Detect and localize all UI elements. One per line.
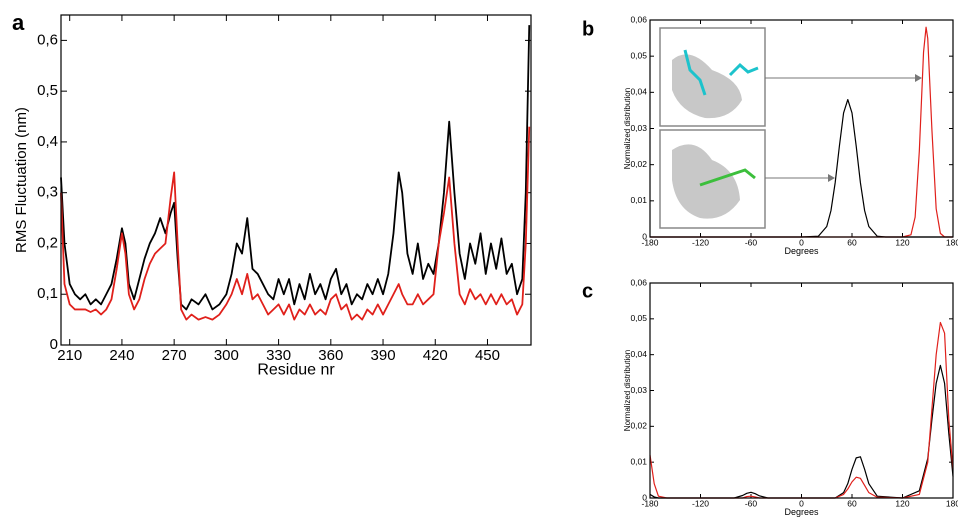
y-tick-label: 0,01 — [630, 456, 647, 466]
x-tick-label: -120 — [692, 238, 709, 248]
y-tick-label: 0 — [642, 231, 647, 241]
x-tick-label: -120 — [692, 499, 709, 509]
panel-letter: c — [582, 280, 593, 302]
x-axis-title: Residue nr — [257, 362, 335, 379]
x-tick-label: 210 — [57, 347, 82, 364]
x-tick-label: 270 — [162, 347, 187, 364]
x-tick-label: 120 — [895, 499, 909, 509]
data-line — [649, 364, 954, 499]
y-axis-title: RMS Fluctuation (nm) — [13, 107, 30, 253]
y-tick-label: 0 — [50, 336, 58, 353]
y-tick-label: 0,05 — [630, 313, 647, 323]
x-tick-label: -180 — [641, 499, 658, 509]
y-tick-label: 0,3 — [37, 184, 58, 201]
x-tick-label: 60 — [847, 238, 857, 248]
panel-letter: a — [12, 10, 25, 35]
x-tick-label: 360 — [318, 347, 343, 364]
x-tick-label: -180 — [641, 238, 658, 248]
y-tick-label: 0,04 — [630, 87, 647, 97]
y-tick-label: 0,03 — [630, 385, 647, 395]
x-tick-label: -60 — [745, 499, 758, 509]
x-tick-label: 420 — [423, 347, 448, 364]
x-tick-label: 390 — [371, 347, 396, 364]
plot-frame — [60, 14, 532, 346]
y-tick-label: 0,02 — [630, 159, 647, 169]
y-tick-label: 0,02 — [630, 421, 647, 431]
x-tick-label: 240 — [109, 347, 134, 364]
data-line — [60, 126, 531, 321]
y-tick-label: 0,06 — [630, 277, 647, 287]
x-tick-label: 0 — [799, 499, 804, 509]
x-axis-title: Degrees — [784, 507, 819, 517]
y-tick-label: 0,01 — [630, 195, 647, 205]
y-axis-title: Normalized distribution — [623, 88, 632, 169]
x-tick-label: 180 — [946, 499, 958, 509]
plot-frame — [649, 282, 954, 499]
data-line — [649, 321, 954, 499]
x-tick-label: 0 — [799, 238, 804, 248]
plot-frame — [649, 19, 954, 238]
data-line — [60, 25, 531, 311]
x-tick-label: 120 — [895, 238, 909, 248]
y-axis-title: Normalized distribution — [623, 350, 632, 431]
y-tick-label: 0,6 — [37, 31, 58, 48]
y-tick-label: 0 — [642, 492, 647, 502]
x-tick-label: -60 — [745, 238, 758, 248]
y-tick-label: 0,04 — [630, 349, 647, 359]
x-tick-label: 180 — [946, 238, 958, 248]
y-tick-label: 0,03 — [630, 123, 647, 133]
panel-letter: b — [582, 18, 594, 40]
y-tick-label: 0,2 — [37, 234, 58, 251]
x-tick-label: 330 — [266, 347, 291, 364]
x-tick-label: 450 — [475, 347, 500, 364]
y-tick-label: 0,06 — [630, 14, 647, 24]
y-tick-label: 0,4 — [37, 133, 58, 150]
y-tick-label: 0,1 — [37, 285, 58, 302]
y-tick-label: 0,05 — [630, 50, 647, 60]
inset-panel — [659, 27, 922, 229]
y-tick-label: 0,5 — [37, 82, 58, 99]
x-axis-title: Degrees — [784, 246, 819, 256]
x-tick-label: 300 — [214, 347, 239, 364]
x-tick-label: 60 — [847, 499, 857, 509]
